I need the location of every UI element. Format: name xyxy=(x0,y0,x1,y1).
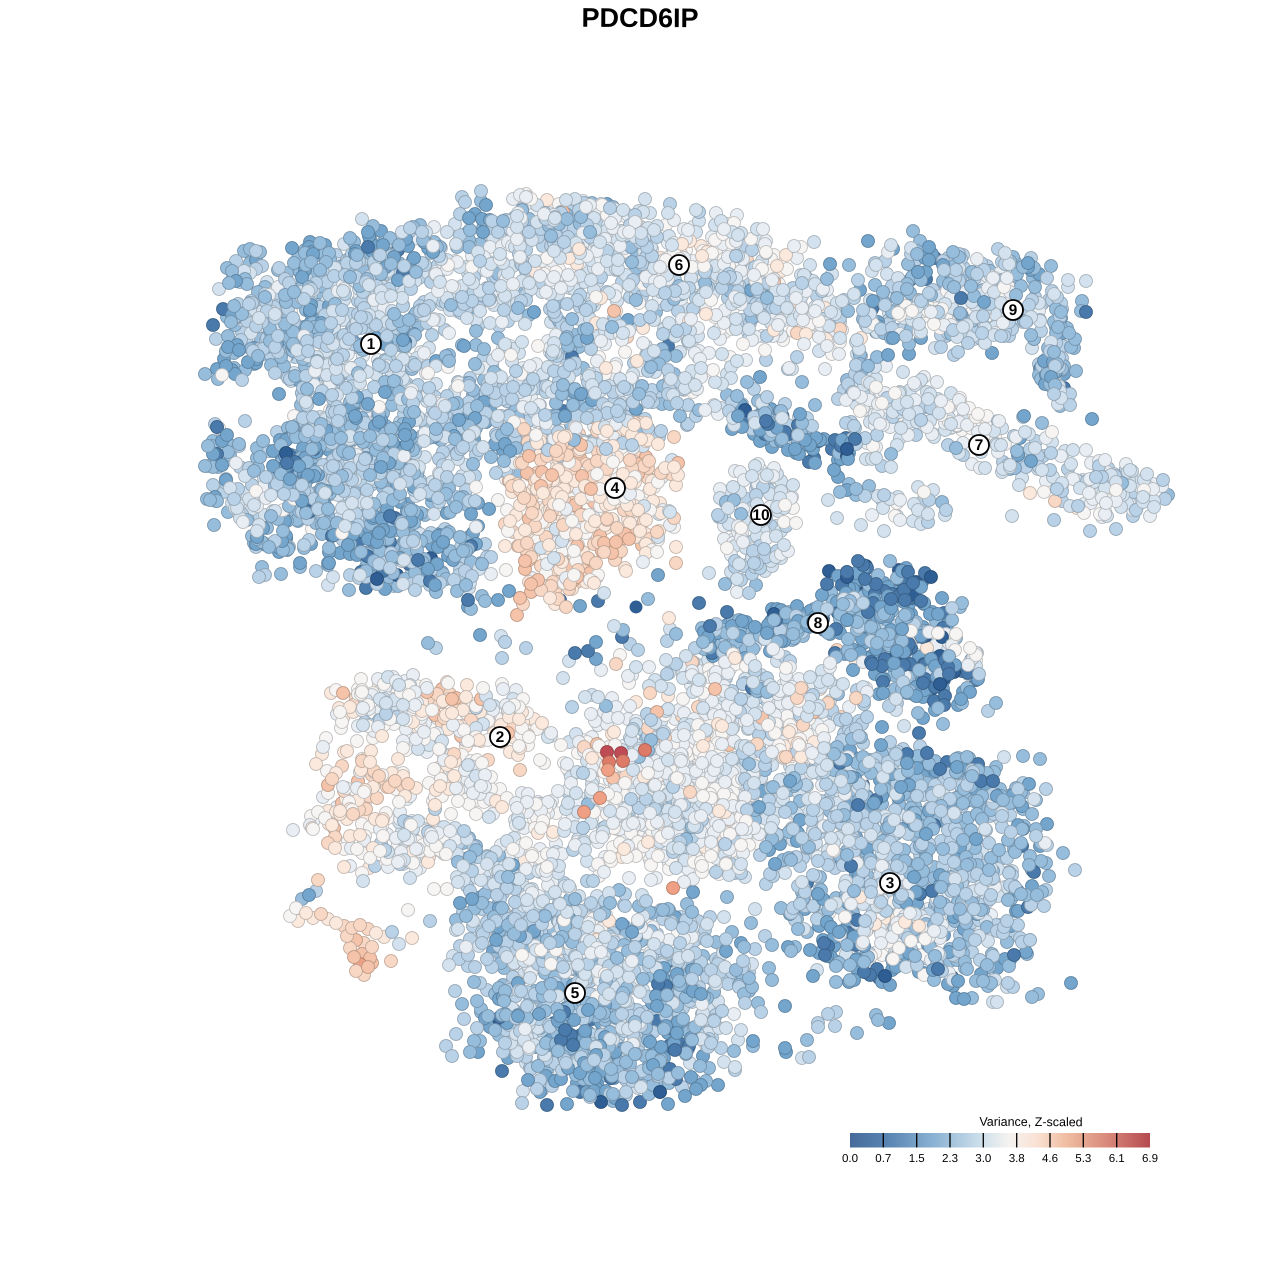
svg-text:PDCD6IP: PDCD6IP xyxy=(581,3,698,34)
